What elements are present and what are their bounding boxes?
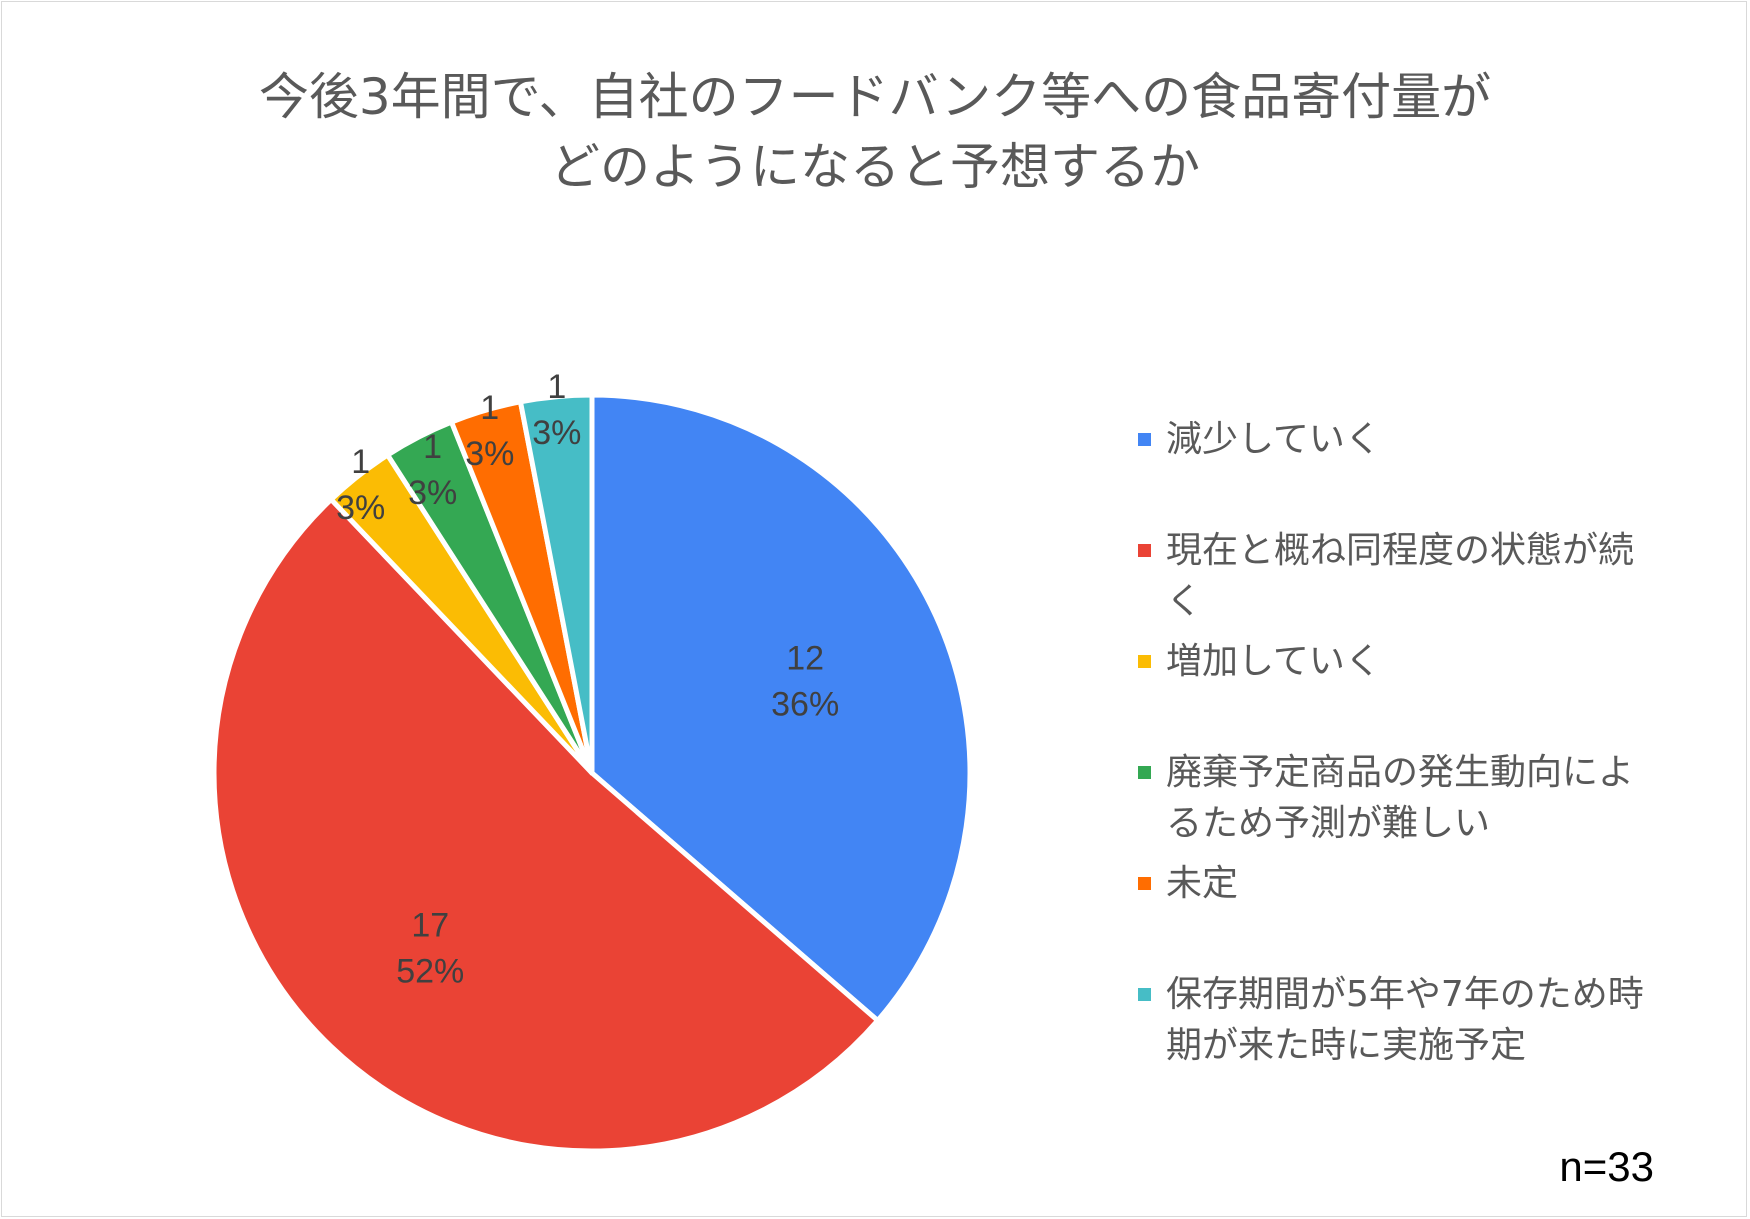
legend-swatch-5 <box>1138 877 1151 890</box>
legend-item-4: 廃棄予定商品の発生動向によ るため予測が難しい <box>1136 747 1726 849</box>
slice-percent-4: 3% <box>408 474 457 512</box>
slice-percent-2: 52% <box>396 953 464 991</box>
sample-size-note: n=33 <box>1559 1143 1654 1190</box>
chart-title: 今後3年間で、自社のフードバンク等への食品寄付量が どのようになると予想するか <box>0 62 1750 202</box>
legend-swatch-6 <box>1138 988 1151 1001</box>
legend-item-6: 保存期間が5年や7年のため時 期が来た時に実施予定 <box>1136 969 1726 1071</box>
legend-label-4-line-2: るため予測が難しい <box>1166 803 1491 844</box>
legend-label-6-line-2: 期が来た時に実施予定 <box>1166 1025 1527 1066</box>
slice-value-1: 12 <box>786 640 824 678</box>
legend-label-4-line-1: 廃棄予定商品の発生動向によ <box>1166 752 1635 793</box>
legend-label-2-line-2: く <box>1166 581 1203 622</box>
slice-value-6: 1 <box>547 368 566 406</box>
pie-slice-2 <box>211 496 881 1154</box>
legend-label-5-line-1: 未定 <box>1166 863 1239 904</box>
legend-label-3-line-1: 増加していく <box>1166 641 1381 682</box>
slice-label-6: 1 3% <box>532 368 581 452</box>
chart-legend: 減少していく現在と概ね同程度の状態が続く増加していく廃棄予定商品の発生動向による… <box>1136 414 1726 1071</box>
slice-label-5: 1 3% <box>465 389 514 473</box>
slice-percent-1: 36% <box>771 686 839 724</box>
legend-label-1-line-1: 減少していく <box>1166 419 1381 460</box>
legend-label-6-line-1: 保存期間が5年や7年のため時 <box>1166 974 1644 1015</box>
slice-percent-6: 3% <box>532 414 581 452</box>
slice-value-5: 1 <box>480 389 499 427</box>
legend-item-1: 減少していく <box>1136 414 1726 465</box>
legend-swatch-4 <box>1138 766 1151 779</box>
slice-label-4: 1 3% <box>408 428 457 512</box>
chart-title-line-2: どのようになると予想するか <box>550 138 1200 196</box>
slice-label-1: 12 36% <box>771 640 839 724</box>
legend-swatch-3 <box>1138 655 1151 668</box>
legend-label-2-line-1: 現在と概ね同程度の状態が続 <box>1166 530 1635 571</box>
legend-swatch-1 <box>1138 433 1151 446</box>
slice-value-4: 1 <box>423 428 442 466</box>
legend-item-5: 未定 <box>1136 858 1726 909</box>
slice-label-2: 17 52% <box>396 907 464 991</box>
legend-swatch-2 <box>1138 544 1151 557</box>
legend-item-3: 増加していく <box>1136 636 1726 687</box>
pie-slice-1 <box>589 392 973 1024</box>
pie-slice-6 <box>517 392 595 776</box>
slice-value-2: 17 <box>411 907 449 945</box>
slice-value-3: 1 <box>351 443 370 481</box>
slice-label-3: 1 3% <box>336 443 385 527</box>
slice-percent-3: 3% <box>336 489 385 527</box>
legend-item-2: 現在と概ね同程度の状態が続く <box>1136 525 1726 627</box>
chart-title-line-1: 今後3年間で、自社のフードバンク等への食品寄付量が <box>258 68 1492 126</box>
slice-percent-5: 3% <box>465 435 514 473</box>
